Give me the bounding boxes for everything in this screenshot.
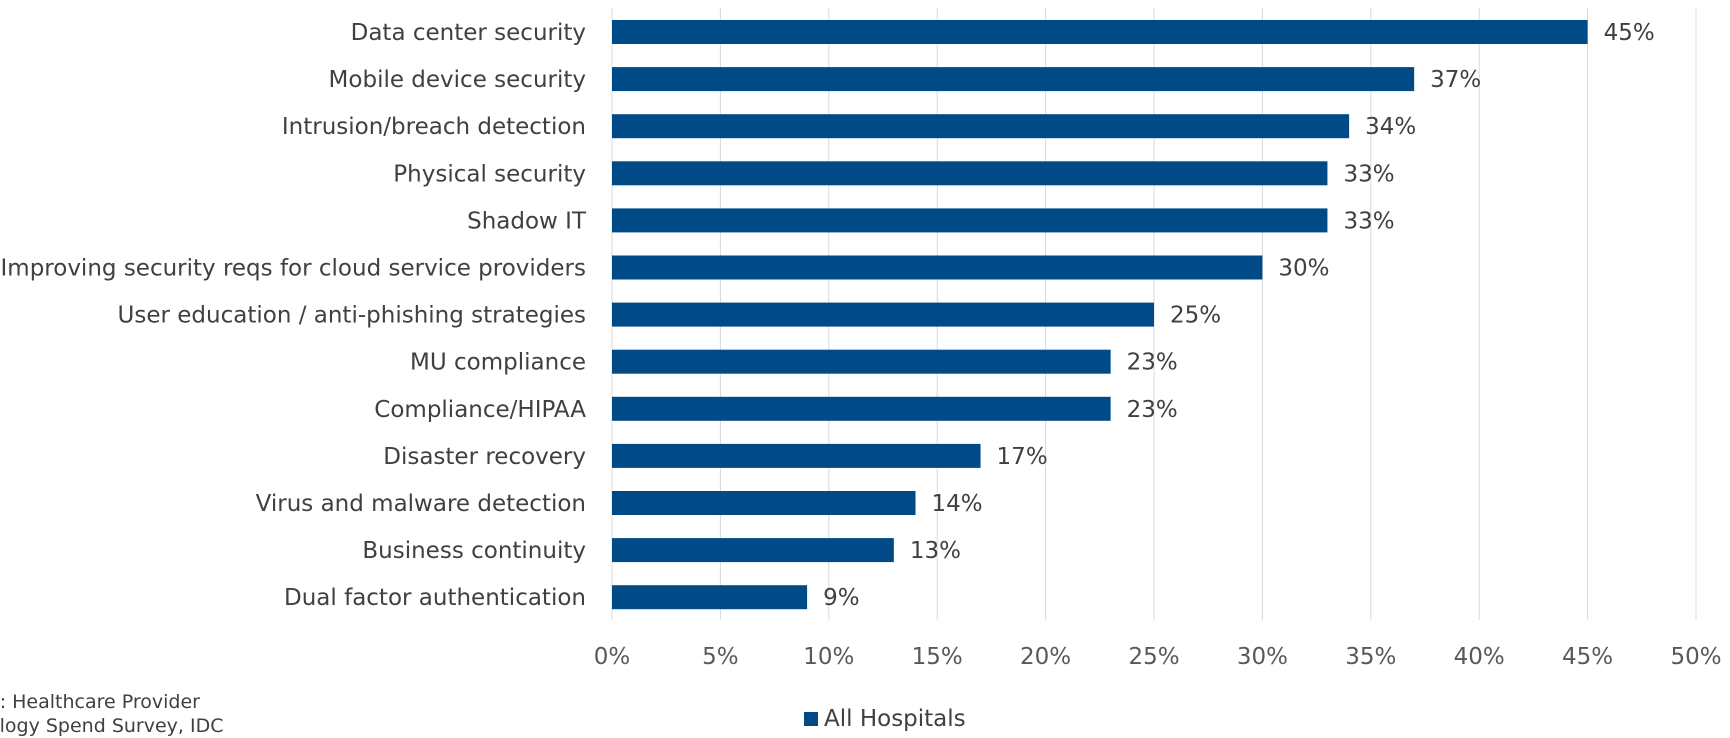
legend-label: All Hospitals xyxy=(824,706,966,732)
x-tick-label: 20% xyxy=(1020,644,1071,670)
bar xyxy=(612,302,1154,327)
bar xyxy=(612,20,1588,44)
category-label: Virus and malware detection xyxy=(256,491,586,517)
x-tick-label: 10% xyxy=(803,644,854,670)
category-label: Physical security xyxy=(393,161,586,187)
data-label: 23% xyxy=(1127,397,1178,423)
x-tick-label: 45% xyxy=(1562,644,1613,670)
data-label: 37% xyxy=(1430,67,1481,93)
category-label: User education / anti-phishing strategie… xyxy=(118,303,586,329)
bar xyxy=(612,114,1350,139)
x-tick-label: 15% xyxy=(912,644,963,670)
x-tick-label: 0% xyxy=(594,644,631,670)
data-label: 34% xyxy=(1365,114,1416,140)
bar xyxy=(612,491,916,515)
category-label: Compliance/HIPAA xyxy=(374,397,586,423)
bar xyxy=(612,443,981,468)
category-label: Business continuity xyxy=(362,538,586,564)
x-tick-label: 50% xyxy=(1670,644,1721,670)
data-label: 9% xyxy=(823,585,860,611)
bar xyxy=(612,161,1328,186)
legend: All Hospitals xyxy=(804,706,966,732)
bar xyxy=(612,255,1263,280)
legend-swatch xyxy=(804,712,818,726)
x-tick-label: 40% xyxy=(1454,644,1505,670)
category-label: Shadow IT xyxy=(467,208,587,234)
data-label: 17% xyxy=(997,444,1048,470)
category-label: Data center security xyxy=(351,20,586,46)
bar xyxy=(612,208,1328,233)
x-tick-label: 30% xyxy=(1237,644,1288,670)
data-label: 14% xyxy=(932,491,983,517)
category-label: Dual factor authentication xyxy=(284,585,586,611)
data-label: 33% xyxy=(1343,161,1394,187)
data-label: 45% xyxy=(1604,20,1655,46)
data-label: 33% xyxy=(1343,208,1394,234)
category-label: Improving security reqs for cloud servic… xyxy=(1,256,586,282)
bar xyxy=(612,396,1111,421)
data-label: 23% xyxy=(1127,350,1178,376)
source-note: e: Healthcare Provider ology Spend Surve… xyxy=(0,691,224,737)
category-label: Disaster recovery xyxy=(383,444,586,470)
bar xyxy=(612,585,808,610)
data-label: 30% xyxy=(1278,256,1329,282)
bar xyxy=(612,67,1415,92)
category-label: Intrusion/breach detection xyxy=(282,114,586,140)
bar xyxy=(612,349,1111,374)
bar xyxy=(612,538,894,563)
category-label: MU compliance xyxy=(410,350,586,376)
data-label: 13% xyxy=(910,538,961,564)
data-label: 25% xyxy=(1170,303,1221,329)
x-tick-label: 25% xyxy=(1128,644,1179,670)
category-label: Mobile device security xyxy=(329,67,586,93)
x-tick-label: 5% xyxy=(702,644,739,670)
x-tick-label: 35% xyxy=(1345,644,1396,670)
